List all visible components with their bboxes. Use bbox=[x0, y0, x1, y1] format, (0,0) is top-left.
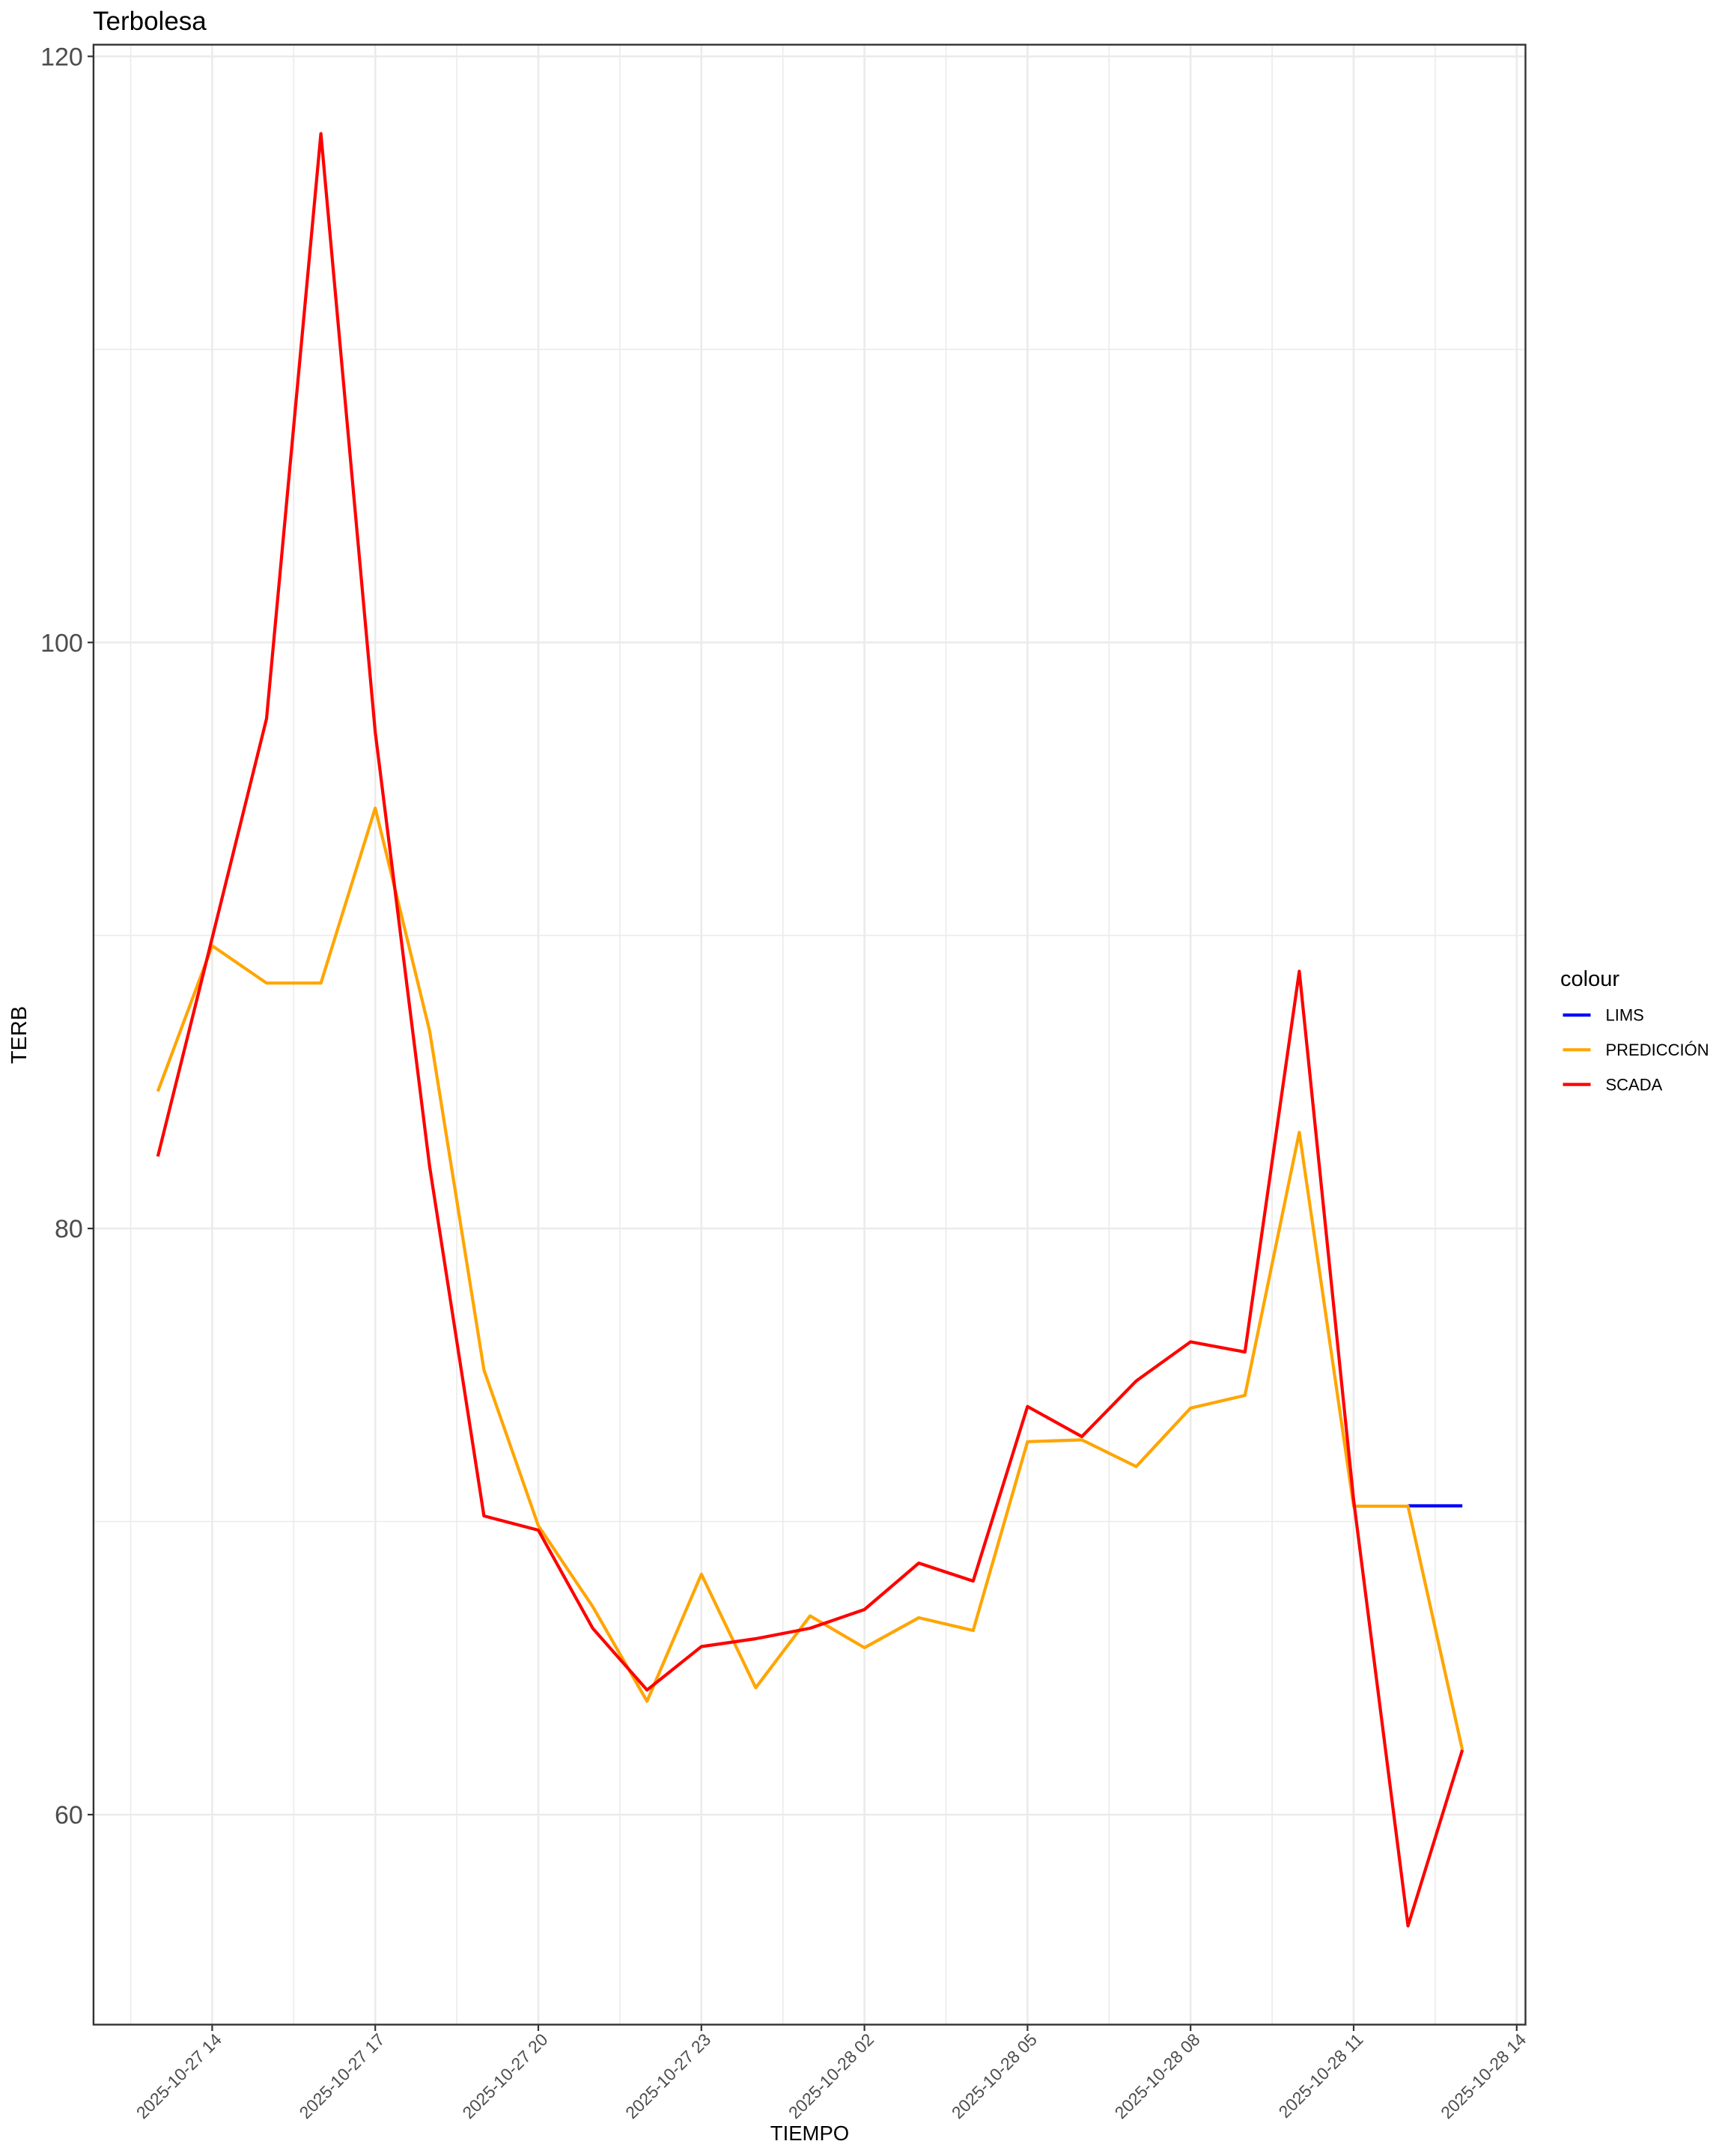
svg-text:SCADA: SCADA bbox=[1606, 1075, 1663, 1094]
svg-text:80: 80 bbox=[55, 1215, 83, 1243]
svg-text:LIMS: LIMS bbox=[1606, 1006, 1644, 1025]
svg-text:PREDICCIÓN: PREDICCIÓN bbox=[1606, 1041, 1709, 1059]
svg-text:100: 100 bbox=[40, 629, 83, 657]
svg-text:colour: colour bbox=[1560, 967, 1619, 991]
svg-text:Terbolesa: Terbolesa bbox=[93, 7, 207, 36]
svg-text:60: 60 bbox=[55, 1801, 83, 1830]
svg-text:120: 120 bbox=[40, 43, 83, 71]
svg-text:TERB: TERB bbox=[7, 1006, 31, 1064]
svg-text:TIEMPO: TIEMPO bbox=[770, 2122, 849, 2145]
